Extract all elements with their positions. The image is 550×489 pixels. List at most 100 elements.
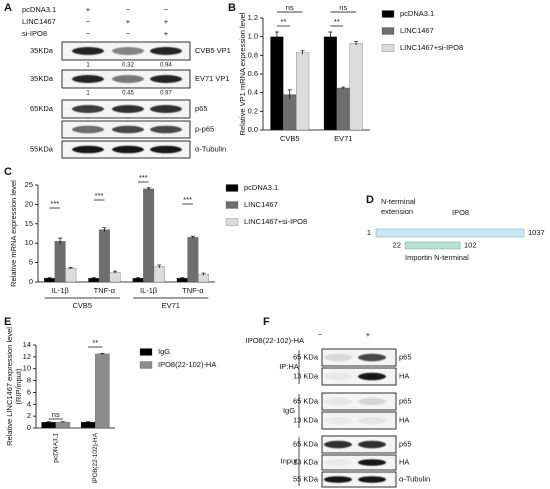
panel-letter: B bbox=[228, 2, 236, 14]
significance-label: ns bbox=[339, 3, 347, 12]
legend-label: LINC1467+si-IPO8 bbox=[400, 43, 463, 52]
bar bbox=[80, 421, 96, 429]
bar bbox=[283, 94, 297, 131]
error-bar bbox=[102, 227, 107, 232]
size-label: 65 KDa bbox=[293, 352, 319, 361]
error-bar bbox=[157, 264, 162, 269]
blot-band bbox=[72, 125, 104, 134]
blot-band bbox=[150, 47, 182, 55]
protein-bar bbox=[375, 228, 525, 238]
diagram-label: 22 bbox=[393, 240, 401, 249]
blot-band bbox=[112, 145, 144, 154]
bar bbox=[143, 188, 155, 283]
bar bbox=[55, 421, 71, 429]
panel-letter: A bbox=[4, 2, 12, 14]
legend-swatch bbox=[381, 10, 395, 18]
error-bar bbox=[136, 277, 141, 279]
quantification: 1 bbox=[86, 91, 90, 97]
blot-frame bbox=[321, 411, 397, 430]
panel-letter: D bbox=[366, 194, 374, 206]
condition-label: IPO8(22-102)-HA bbox=[246, 336, 304, 345]
error-bar bbox=[60, 421, 65, 423]
blot-band bbox=[150, 105, 182, 113]
y-tick-label: 0.8 bbox=[248, 50, 258, 59]
bar bbox=[41, 421, 56, 429]
condition-sign: + bbox=[366, 330, 371, 339]
blot-label: HA bbox=[399, 457, 409, 466]
blot-band bbox=[72, 105, 104, 113]
diagram-label: 1 bbox=[367, 228, 371, 237]
error-bar bbox=[201, 272, 206, 276]
blot-label: p65 bbox=[195, 104, 208, 113]
bar bbox=[88, 277, 100, 283]
diagram-label: IPO8 bbox=[452, 208, 469, 217]
error-bar bbox=[86, 421, 91, 423]
bar bbox=[132, 277, 144, 283]
y-tick-label: 10 bbox=[23, 364, 31, 373]
quantification: 0.45 bbox=[122, 91, 134, 97]
bar bbox=[296, 52, 310, 131]
blot-label: HA bbox=[399, 371, 409, 380]
y-tick-label: 10 bbox=[25, 238, 33, 247]
condition-sign: + bbox=[86, 5, 91, 14]
y-tick-label: 20 bbox=[25, 199, 33, 208]
legend-swatch bbox=[139, 361, 153, 369]
x-tick-label: EV71 bbox=[334, 134, 352, 143]
y-axis-label: Relative mRNA expression level bbox=[9, 180, 18, 287]
size-label: 13 KDa bbox=[293, 457, 319, 466]
blot-band bbox=[150, 125, 182, 134]
error-bar bbox=[68, 267, 73, 270]
legend-swatch bbox=[225, 218, 239, 226]
error-bar bbox=[47, 277, 52, 279]
blot-band bbox=[358, 397, 386, 406]
significance-label: *** bbox=[50, 199, 59, 208]
bar bbox=[349, 43, 363, 131]
quantification: 0.32 bbox=[122, 63, 134, 69]
y-tick-label: 1.2 bbox=[248, 13, 258, 22]
blot-label: HA bbox=[399, 415, 409, 424]
y-tick-label: 2 bbox=[27, 411, 31, 420]
group-label: IP:HA bbox=[279, 362, 299, 371]
y-tick-label: 14 bbox=[23, 340, 31, 349]
condition-label: pcDNA3.1 bbox=[22, 5, 56, 14]
panel-letter: F bbox=[263, 316, 270, 328]
x-tick-label: TNF-α bbox=[182, 286, 204, 295]
error-bar bbox=[180, 277, 185, 279]
blot-label: p65 bbox=[399, 352, 412, 361]
blot-frame bbox=[321, 392, 397, 411]
legend-label: IgG bbox=[158, 347, 170, 356]
size-label: 13 KDa bbox=[293, 415, 319, 424]
blot-label: p65 bbox=[399, 396, 412, 405]
error-bar bbox=[300, 50, 305, 55]
bar bbox=[153, 266, 165, 283]
condition-sign: − bbox=[86, 29, 91, 38]
significance-label: *** bbox=[95, 191, 104, 200]
blot-band bbox=[112, 47, 144, 55]
size-label: 65 KDa bbox=[293, 396, 319, 405]
blot-band bbox=[358, 476, 386, 483]
group-label: EV71 bbox=[162, 301, 180, 310]
blot-band bbox=[358, 372, 386, 381]
diagram-label: 102 bbox=[464, 240, 477, 249]
y-tick-label: 12 bbox=[23, 352, 31, 361]
size-label: 55 KDa bbox=[293, 474, 319, 483]
condition-sign: − bbox=[126, 5, 131, 14]
error-bar bbox=[146, 187, 151, 191]
legend-label: LINC1467+si-IPO8 bbox=[244, 217, 307, 226]
blot-band bbox=[72, 75, 104, 83]
y-tick-label: 0.6 bbox=[248, 69, 258, 78]
error-bar bbox=[46, 421, 51, 423]
blot-band bbox=[358, 416, 386, 425]
y-tick-label: 0.2 bbox=[248, 106, 258, 115]
condition-label: si-IPO8 bbox=[22, 29, 47, 38]
y-tick-label: 0 bbox=[27, 423, 31, 432]
y-axis-label: Relative VP1 mRNA expression level bbox=[238, 12, 247, 135]
y-tick-label: 1.0 bbox=[248, 32, 258, 41]
error-bar bbox=[354, 40, 359, 46]
size-label: 13 KDa bbox=[293, 371, 319, 380]
condition-sign: + bbox=[164, 29, 169, 38]
quantification: 0.94 bbox=[160, 63, 172, 69]
blot-band bbox=[324, 440, 352, 449]
x-tick-label: CVB5 bbox=[280, 134, 300, 143]
bar bbox=[98, 229, 110, 283]
